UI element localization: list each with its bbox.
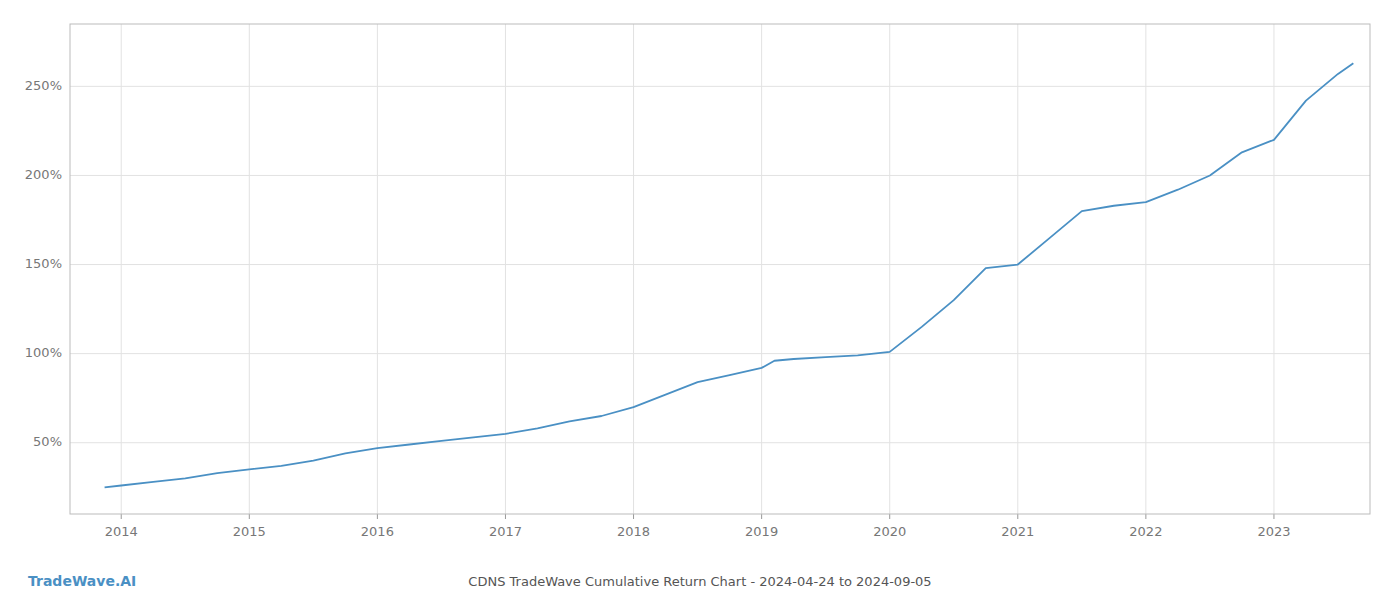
x-tick — [1145, 514, 1146, 519]
x-tick-label: 2017 — [489, 524, 522, 539]
y-tick-label: 250% — [25, 78, 62, 93]
return-line — [105, 63, 1354, 487]
y-tick-label: 50% — [33, 434, 62, 449]
x-tick — [249, 514, 250, 519]
x-tick-label: 2014 — [105, 524, 138, 539]
y-grid-line — [70, 264, 1370, 265]
y-grid-line — [70, 86, 1370, 87]
x-tick-label: 2018 — [617, 524, 650, 539]
x-grid-line — [1145, 24, 1146, 514]
x-tick-label: 2019 — [745, 524, 778, 539]
x-grid-line — [505, 24, 506, 514]
x-tick — [761, 514, 762, 519]
x-tick — [505, 514, 506, 519]
y-tick-label: 100% — [25, 345, 62, 360]
x-tick-label: 2016 — [361, 524, 394, 539]
data-area — [105, 63, 1354, 487]
x-grid-line — [121, 24, 122, 514]
title: CDNS TradeWave Cumulative Return Chart -… — [468, 574, 931, 589]
y-grid-line — [70, 353, 1370, 354]
x-grid-line — [633, 24, 634, 514]
x-tick — [377, 514, 378, 519]
x-tick-label: 2022 — [1129, 524, 1162, 539]
x-tick-label: 2020 — [873, 524, 906, 539]
y-tick-label: 200% — [25, 167, 62, 182]
y-tick-label: 150% — [25, 256, 62, 271]
grid — [70, 24, 1370, 514]
x-tick-label: 2021 — [1001, 524, 1034, 539]
y-grid-line — [70, 442, 1370, 443]
x-tick — [889, 514, 890, 519]
x-tick-label: 2023 — [1257, 524, 1290, 539]
axes: 50% 100% 150% 200% 250% 2014 2015 2016 2017 2018 2… — [25, 24, 1370, 539]
watermark: TradeWave.AI — [28, 573, 136, 589]
x-grid-line — [1273, 24, 1274, 514]
chart: 50% 100% 150% 200% 250% 2014 2015 2016 2017 2018 2… — [0, 0, 1400, 600]
x-tick — [633, 514, 634, 519]
x-grid-line — [249, 24, 250, 514]
x-tick — [121, 514, 122, 519]
y-grid-line — [70, 175, 1370, 176]
plot-frame — [70, 24, 1370, 514]
x-grid-line — [889, 24, 890, 514]
x-grid-line — [761, 24, 762, 514]
x-tick-label: 2015 — [233, 524, 266, 539]
x-grid-line — [1017, 24, 1018, 514]
x-tick — [1017, 514, 1018, 519]
x-grid-line — [377, 24, 378, 514]
x-tick — [1273, 514, 1274, 519]
